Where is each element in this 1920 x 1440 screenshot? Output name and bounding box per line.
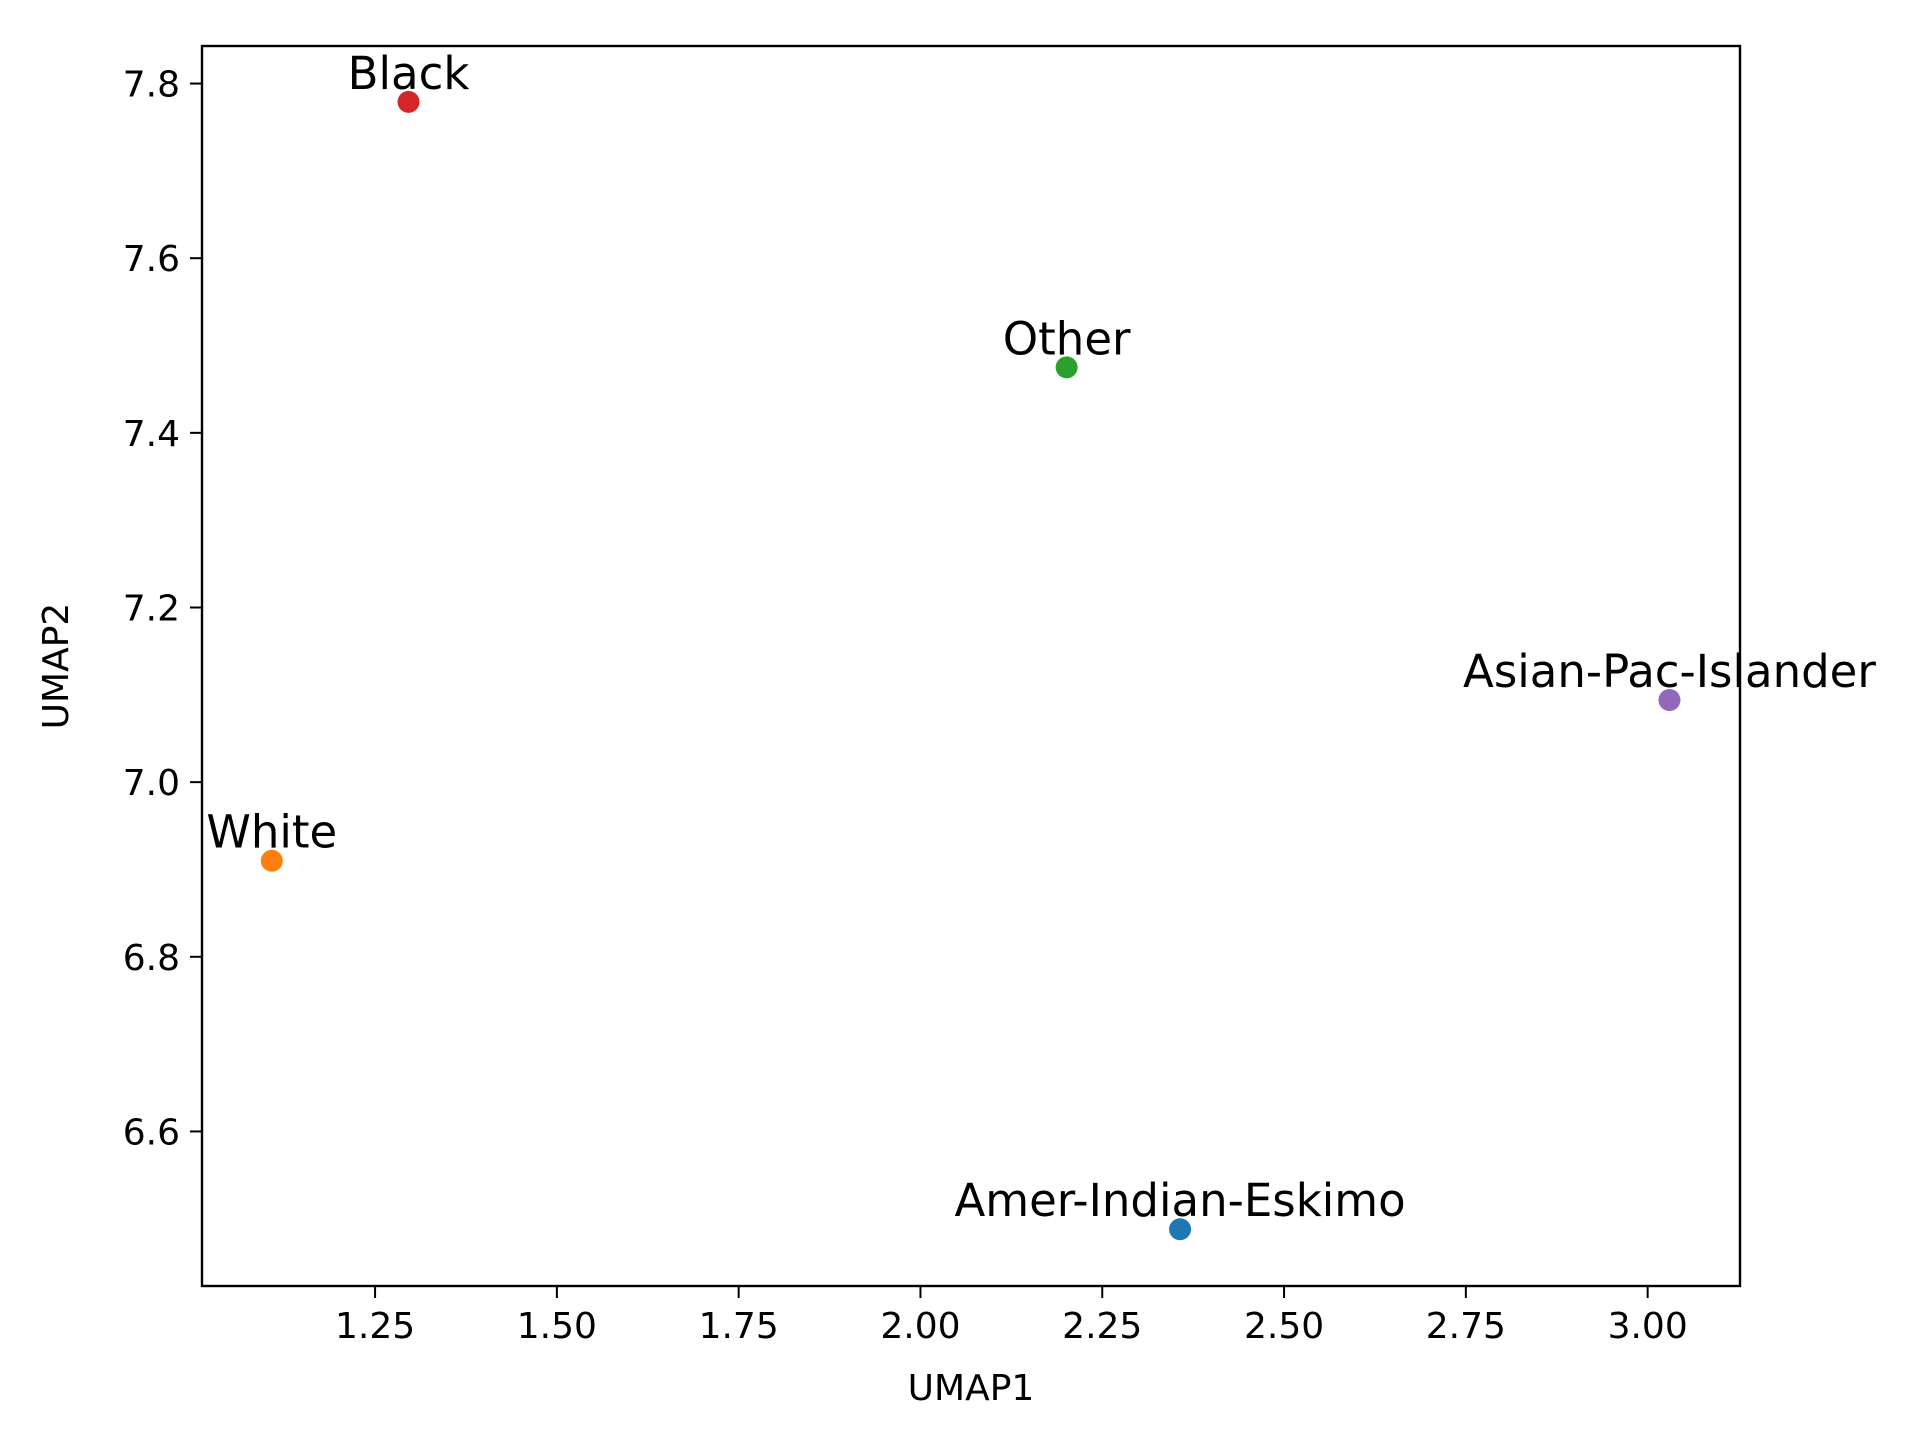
y-axis-label: UMAP2: [36, 603, 77, 730]
x-axis-label: UMAP1: [908, 1368, 1035, 1409]
x-tick-label: 3.00: [1608, 1306, 1688, 1347]
point-black: [397, 90, 420, 113]
y-tick-label: 7.4: [123, 414, 180, 455]
point-label-black: Black: [348, 47, 470, 100]
x-tick-label: 1.50: [517, 1306, 597, 1347]
point-label-amer-indian-eskimo: Amer-Indian-Eskimo: [954, 1174, 1405, 1227]
x-tick-label: 2.00: [880, 1306, 960, 1347]
x-tick-label: 2.50: [1244, 1306, 1324, 1347]
plot-area-frame: [200, 44, 1742, 1288]
point-label-asian-pac-islander: Asian-Pac-Islander: [1463, 645, 1876, 698]
x-tick-label: 2.25: [1062, 1306, 1142, 1347]
x-axis-ticks: 1.25 1.50 1.75 2.00 2.25 2.50 2.75 3.00: [335, 1286, 1688, 1347]
y-tick-label: 7.0: [123, 763, 180, 804]
y-axis-ticks: 6.6 6.8 7.0 7.2 7.4 7.6 7.8: [123, 65, 202, 1153]
y-tick-label: 7.8: [123, 65, 180, 106]
point-other: [1055, 356, 1078, 379]
point-label-white: White: [206, 806, 337, 859]
point-white: [260, 849, 283, 872]
point-amer-indian-eskimo: [1169, 1218, 1192, 1241]
y-tick-label: 6.8: [123, 938, 180, 979]
y-tick-label: 6.6: [123, 1112, 180, 1153]
data-points: Amer-Indian-Eskimo White Other Black Asian-P…: [206, 47, 1876, 1241]
x-tick-label: 2.75: [1426, 1306, 1506, 1347]
point-asian-pac-islander: [1658, 689, 1681, 712]
y-tick-label: 7.2: [123, 588, 180, 629]
x-tick-label: 1.25: [335, 1306, 415, 1347]
point-label-other: Other: [1003, 312, 1131, 365]
y-tick-label: 7.6: [123, 239, 180, 280]
x-tick-label: 1.75: [699, 1306, 779, 1347]
